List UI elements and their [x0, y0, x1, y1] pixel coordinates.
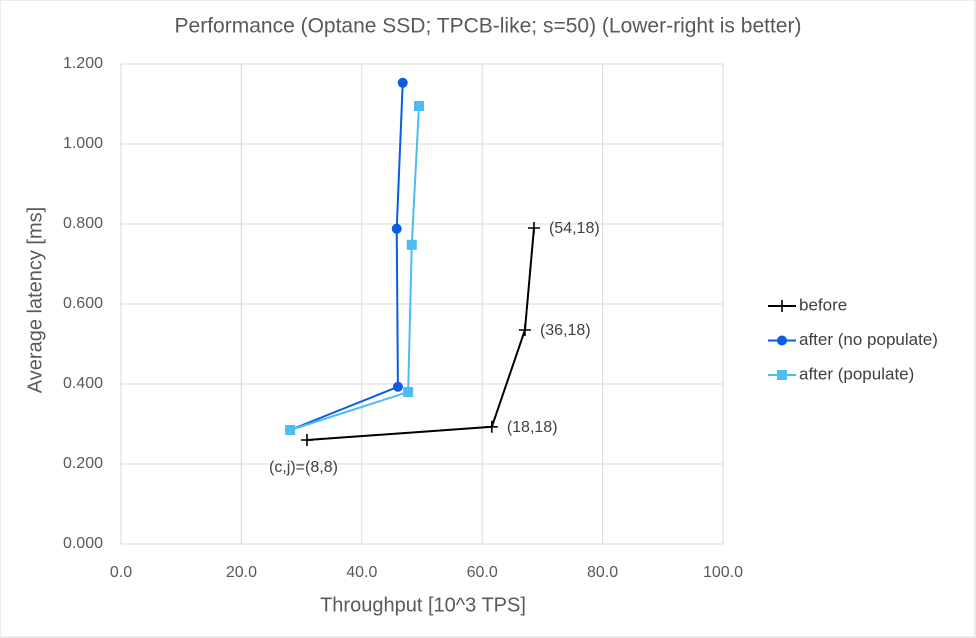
x-axis-title: Throughput [10^3 TPS] [320, 594, 526, 616]
x-tick-label: 40.0 [346, 564, 377, 581]
point [403, 387, 414, 397]
series-line [289, 82, 404, 431]
y-tick-label: 0.200 [63, 455, 103, 472]
legend-marker [777, 335, 787, 346]
legend-label: after (no populate) [799, 330, 938, 349]
point-label: (54,18) [549, 220, 600, 237]
point [285, 425, 296, 435]
x-tick-label: 60.0 [467, 564, 498, 581]
chart-title: Performance (Optane SSD; TPCB-like; s=50… [175, 15, 802, 38]
point [406, 239, 417, 250]
x-tick-label: 80.0 [587, 564, 618, 581]
y-tick-label: 1.200 [63, 55, 103, 72]
legend-label: after (populate) [799, 364, 914, 383]
point [301, 434, 314, 446]
legend-marker [777, 370, 787, 380]
series-line [306, 227, 535, 441]
point [413, 101, 424, 111]
point [485, 420, 498, 433]
x-tick-label: 20.0 [226, 564, 257, 581]
y-tick-label: 0.800 [63, 215, 103, 232]
point [527, 222, 540, 234]
x-tick-label: 100.0 [703, 564, 743, 581]
point-label: (36,18) [540, 322, 591, 339]
series-line [289, 105, 420, 431]
y-tick-label: 0.600 [63, 295, 103, 312]
point [391, 223, 402, 234]
point-label: (18,18) [507, 419, 558, 436]
point [392, 381, 403, 392]
legend-label: before [799, 295, 847, 314]
point [518, 324, 531, 336]
y-axis-title: Average latency [ms] [24, 207, 46, 393]
y-tick-label: 0.000 [63, 535, 103, 552]
point-label: (c,j)=(8,8) [269, 459, 338, 476]
point [397, 77, 408, 88]
y-tick-label: 0.400 [63, 375, 103, 392]
x-tick-label: 0.0 [110, 564, 132, 581]
legend-marker [776, 300, 788, 312]
y-tick-label: 1.000 [63, 135, 103, 152]
